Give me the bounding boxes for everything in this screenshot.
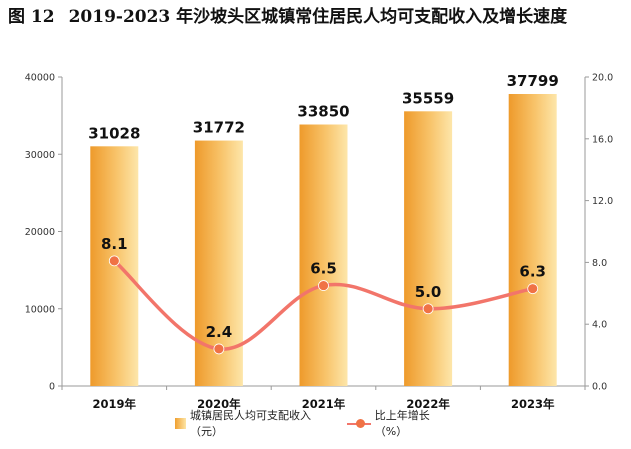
legend-bar-swatch — [175, 417, 187, 429]
growth-point — [213, 343, 225, 355]
y-right-tick-label: 12.0 — [592, 196, 613, 207]
y-right-tick-label: 20.0 — [592, 73, 613, 84]
figure-number: 图 12 — [8, 7, 55, 27]
y-left-tick-label: 10000 — [25, 304, 55, 315]
y-right-tick-label: 8.0 — [592, 258, 607, 269]
x-tick-label: 2020年 — [197, 397, 241, 411]
growth-data-label: 6.3 — [519, 263, 546, 281]
growth-point — [108, 255, 120, 267]
y-left-tick-label: 30000 — [25, 150, 55, 161]
x-tick-label: 2022年 — [406, 397, 450, 411]
bar — [299, 124, 348, 386]
x-tick-label: 2021年 — [302, 397, 346, 411]
growth-data-label: 2.4 — [206, 323, 233, 341]
x-tick-label: 2019年 — [93, 397, 137, 411]
legend-growth-label: 比上年增长（%） — [374, 409, 430, 438]
growth-data-label: 8.1 — [101, 235, 128, 253]
y-right-tick-label: 4.0 — [592, 320, 607, 331]
y-left-tick-label: 0 — [49, 382, 55, 393]
growth-point — [318, 280, 329, 291]
y-left-tick-label: 40000 — [25, 73, 55, 84]
growth-data-label: 6.5 — [310, 260, 337, 278]
legend-line-swatch — [347, 418, 371, 429]
y-right-tick-label: 16.0 — [592, 134, 613, 145]
chart-title: 图 12 2019-2023 年沙坡头区城镇常住居民人均可支配收入及增长速度 — [8, 2, 628, 32]
bar-data-label: 31028 — [88, 124, 140, 142]
bar — [508, 94, 557, 387]
growth-data-label: 5.0 — [415, 283, 442, 301]
growth-point — [422, 303, 434, 315]
legend-income-label: 城镇居民人均可支配收入（元） — [190, 409, 312, 438]
figure-title: 2019-2023 年沙坡头区城镇常住居民人均可支配收入及增长速度 — [68, 7, 568, 27]
bar-data-label: 37799 — [507, 72, 559, 90]
bar-data-label: 33850 — [297, 103, 349, 121]
x-tick-label: 2023年 — [511, 397, 555, 411]
bar — [404, 111, 453, 386]
legend-item-income: 城镇居民人均可支配收入（元） — [175, 407, 321, 439]
legend: 城镇居民人均可支配收入（元） 比上年增长（%） — [175, 409, 475, 438]
bar-data-label: 35559 — [402, 89, 454, 107]
legend-item-growth: 比上年增长（%） — [347, 407, 449, 439]
y-left-tick-label: 20000 — [25, 227, 55, 238]
bar-data-label: 31772 — [193, 119, 245, 137]
growth-point — [527, 283, 539, 295]
y-right-tick-label: 0.0 — [592, 382, 607, 393]
